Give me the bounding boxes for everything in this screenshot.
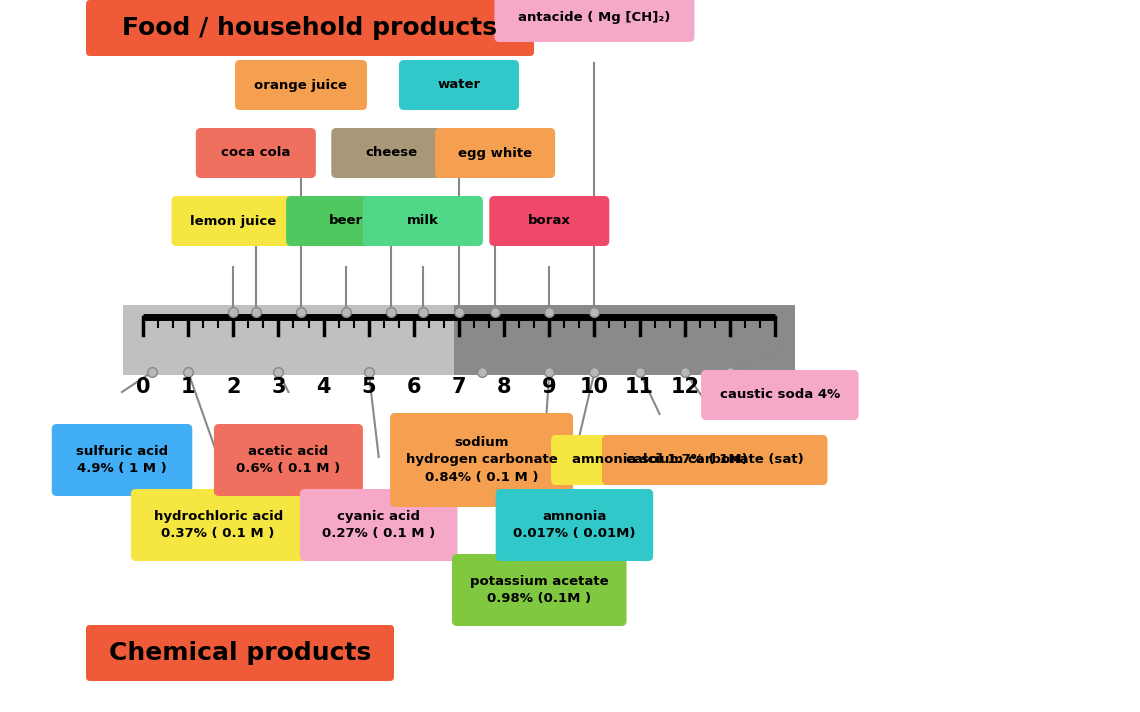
- Text: 2: 2: [226, 377, 241, 397]
- FancyBboxPatch shape: [171, 196, 295, 246]
- FancyBboxPatch shape: [286, 196, 406, 246]
- Text: water: water: [438, 78, 481, 92]
- FancyBboxPatch shape: [390, 413, 573, 507]
- FancyBboxPatch shape: [332, 128, 451, 178]
- Text: calcium carbonate (sat): calcium carbonate (sat): [626, 454, 804, 466]
- Text: acetic acid
0.6% ( 0.1 M ): acetic acid 0.6% ( 0.1 M ): [236, 445, 341, 475]
- Text: caustic soda 4%: caustic soda 4%: [719, 389, 840, 402]
- FancyBboxPatch shape: [214, 424, 363, 496]
- Text: sulfuric acid
4.9% ( 1 M ): sulfuric acid 4.9% ( 1 M ): [76, 445, 168, 475]
- FancyBboxPatch shape: [435, 128, 555, 178]
- Text: borax: borax: [528, 214, 571, 228]
- FancyBboxPatch shape: [51, 424, 193, 496]
- FancyBboxPatch shape: [363, 196, 483, 246]
- FancyBboxPatch shape: [496, 489, 653, 561]
- Text: cheese: cheese: [365, 147, 417, 159]
- Text: 6: 6: [407, 377, 421, 397]
- Text: 3: 3: [271, 377, 286, 397]
- FancyBboxPatch shape: [399, 60, 519, 110]
- Text: coca cola: coca cola: [221, 147, 291, 159]
- Text: 12: 12: [670, 377, 699, 397]
- Text: milk: milk: [407, 214, 439, 228]
- Text: sodium
hydrogen carbonate
0.84% ( 0.1 M ): sodium hydrogen carbonate 0.84% ( 0.1 M …: [406, 436, 557, 483]
- Text: 11: 11: [625, 377, 654, 397]
- Text: 1: 1: [181, 377, 195, 397]
- FancyBboxPatch shape: [454, 305, 795, 375]
- FancyBboxPatch shape: [235, 60, 367, 110]
- Text: Food / household products: Food / household products: [122, 16, 497, 40]
- Text: cyanic acid
0.27% ( 0.1 M ): cyanic acid 0.27% ( 0.1 M ): [323, 510, 435, 540]
- FancyBboxPatch shape: [602, 435, 828, 485]
- Text: 14: 14: [760, 377, 790, 397]
- FancyBboxPatch shape: [86, 625, 394, 681]
- Text: 10: 10: [580, 377, 609, 397]
- FancyBboxPatch shape: [300, 489, 457, 561]
- Text: 13: 13: [716, 377, 744, 397]
- Text: 8: 8: [497, 377, 512, 397]
- FancyBboxPatch shape: [701, 370, 858, 420]
- Text: 4: 4: [316, 377, 331, 397]
- Text: lemon juice: lemon juice: [190, 214, 276, 228]
- FancyBboxPatch shape: [453, 554, 627, 626]
- Text: 9: 9: [542, 377, 556, 397]
- Text: amnonia sol 1.7% ( 1M): amnonia sol 1.7% ( 1M): [571, 454, 748, 466]
- FancyBboxPatch shape: [495, 0, 694, 42]
- Text: orange juice: orange juice: [254, 78, 348, 92]
- FancyBboxPatch shape: [123, 305, 479, 375]
- FancyBboxPatch shape: [489, 196, 609, 246]
- Text: egg white: egg white: [458, 147, 532, 159]
- Text: beer: beer: [329, 214, 364, 228]
- Text: amnonia
0.017% ( 0.01M): amnonia 0.017% ( 0.01M): [513, 510, 636, 540]
- Text: hydrochloric acid
0.37% ( 0.1 M ): hydrochloric acid 0.37% ( 0.1 M ): [154, 510, 283, 540]
- FancyBboxPatch shape: [196, 128, 316, 178]
- Text: antacide ( Mg [CH]₂): antacide ( Mg [CH]₂): [519, 11, 670, 23]
- Text: 7: 7: [451, 377, 466, 397]
- Text: 5: 5: [361, 377, 376, 397]
- Text: Chemical products: Chemical products: [109, 641, 372, 665]
- Text: 0: 0: [136, 377, 150, 397]
- Text: potassium acetate
0.98% (0.1M ): potassium acetate 0.98% (0.1M ): [470, 575, 609, 605]
- FancyBboxPatch shape: [86, 0, 534, 56]
- FancyBboxPatch shape: [131, 489, 306, 561]
- FancyBboxPatch shape: [551, 435, 768, 485]
